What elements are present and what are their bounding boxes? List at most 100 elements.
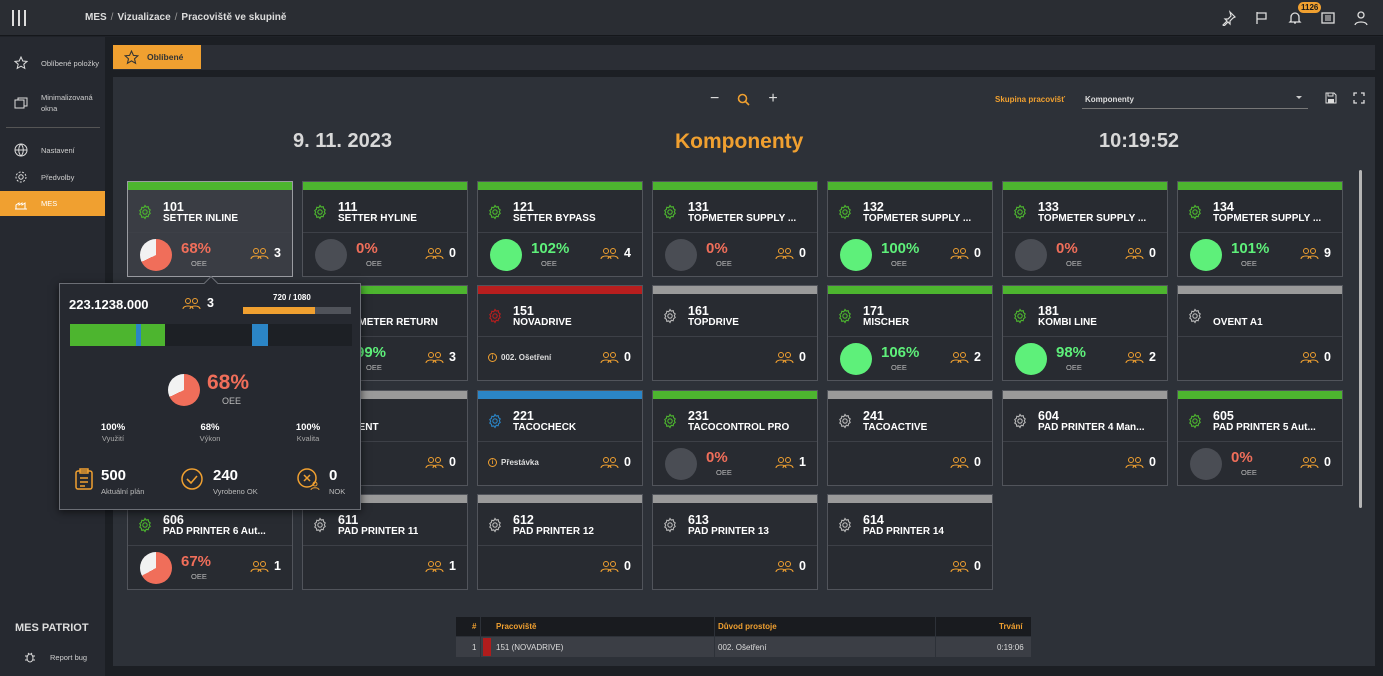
counter-nok: 0 NOK <box>296 467 356 499</box>
breadcrumb-item[interactable]: MES <box>85 12 107 23</box>
people-count: 0 <box>1324 350 1331 364</box>
report-bug-button[interactable]: Report bug <box>0 649 105 665</box>
order-number: 223.1238.000 <box>69 297 149 312</box>
workplace-card[interactable]: OVENT A1 0 <box>1177 285 1343 381</box>
workplace-card[interactable]: 151 NOVADRIVE i 002. Ošetření 0 <box>477 285 643 381</box>
oee-label: OEE <box>716 468 732 477</box>
workplace-name: PAD PRINTER 14 <box>863 526 944 537</box>
workplace-card[interactable]: 181 KOMBI LINE 98% OEE 2 <box>1002 285 1168 381</box>
sidebar-item-settings[interactable]: Nastavení <box>0 141 105 159</box>
oee-value: 68% <box>181 240 212 257</box>
save-icon[interactable] <box>1325 92 1337 104</box>
menu-icon[interactable] <box>12 10 30 26</box>
sidebar-item-minimized[interactable]: Minimalizovaná okna <box>0 87 105 119</box>
workplace-card[interactable]: 131 TOPMETER SUPPLY ... 0% OEE 0 <box>652 181 818 277</box>
workplace-card[interactable]: 614 PAD PRINTER 14 0 <box>827 494 993 590</box>
oee-indicator <box>315 239 347 271</box>
oee-value: 102% <box>531 240 570 257</box>
workplace-card[interactable]: 101 SETTER INLINE 68% OEE 3 <box>127 181 293 277</box>
people-icon <box>600 456 619 469</box>
zoom-out-icon[interactable]: − <box>710 90 720 107</box>
table-header: # Pracoviště Důvod prostoje Trvání <box>456 617 1031 636</box>
status-bar <box>128 182 292 190</box>
gear-icon <box>837 517 853 533</box>
people-count: 2 <box>974 350 981 364</box>
workplace-number: 614 <box>863 513 884 527</box>
people-icon <box>775 351 794 364</box>
breadcrumb-item[interactable]: Vizualizace <box>117 12 171 23</box>
people-icon <box>182 298 201 310</box>
workplace-card[interactable]: 605 PAD PRINTER 5 Aut... 0% OEE 0 <box>1177 390 1343 486</box>
gear-icon <box>662 413 678 429</box>
downtime-table: # Pracoviště Důvod prostoje Trvání 1 151… <box>456 617 1031 658</box>
workplace-card[interactable]: 171 MISCHER 106% OEE 2 <box>827 285 993 381</box>
workplace-name: TOPMETER SUPPLY ... <box>1213 213 1322 224</box>
status-bar <box>1003 391 1167 399</box>
gear-icon <box>837 308 853 324</box>
workplace-card[interactable]: 611 PAD PRINTER 11 1 <box>302 494 468 590</box>
timeline-segment <box>252 324 268 346</box>
flag-icon[interactable] <box>1254 10 1270 26</box>
oee-label: OEE <box>191 572 207 581</box>
gear-icon <box>662 204 678 220</box>
group-select[interactable]: Komponenty <box>1082 90 1308 109</box>
workplace-card[interactable]: 606 PAD PRINTER 6 Aut... 67% OEE 1 <box>127 494 293 590</box>
workplace-card[interactable]: 612 PAD PRINTER 12 0 <box>477 494 643 590</box>
oee-label: OEE <box>222 396 242 406</box>
status-bar <box>1178 286 1342 294</box>
people-count: 0 <box>799 559 806 573</box>
workplace-card[interactable]: 111 SETTER HYLINE 0% OEE 0 <box>302 181 468 277</box>
fullscreen-icon[interactable] <box>1353 92 1365 104</box>
workplace-number: 171 <box>863 304 884 318</box>
workplace-number: 134 <box>1213 200 1234 214</box>
people-count: 0 <box>449 246 456 260</box>
people-icon <box>950 351 969 364</box>
workplace-name: PAD PRINTER 6 Aut... <box>163 526 266 537</box>
workplace-card[interactable]: 132 TOPMETER SUPPLY ... 100% OEE 0 <box>827 181 993 277</box>
oee-value: 100% <box>881 240 920 257</box>
oee-label: OEE <box>716 259 732 268</box>
people-icon <box>425 351 444 364</box>
workplace-card[interactable]: 134 TOPMETER SUPPLY ... 101% OEE 9 <box>1177 181 1343 277</box>
workplace-name: PAD PRINTER 5 Aut... <box>1213 422 1316 433</box>
sidebar-item-label: Oblíbené položky <box>41 58 99 68</box>
bell-icon[interactable] <box>1287 10 1303 26</box>
oee-indicator <box>140 239 172 271</box>
people-count: 0 <box>799 246 806 260</box>
oee-indicator <box>665 239 697 271</box>
workplace-card[interactable]: 133 TOPMETER SUPPLY ... 0% OEE 0 <box>1002 181 1168 277</box>
zoom-in-icon[interactable]: + <box>768 90 778 107</box>
workplace-number: 612 <box>513 513 534 527</box>
sidebar-item-mes[interactable]: MES <box>0 191 105 216</box>
workplace-name: PAD PRINTER 11 <box>338 526 419 537</box>
workplace-card[interactable]: 613 PAD PRINTER 13 0 <box>652 494 818 590</box>
status-bar <box>1003 286 1167 294</box>
status-bar <box>303 182 467 190</box>
table-row[interactable]: 1 151 (NOVADRIVE) 002. Ošetření 0:19:06 <box>456 637 1031 657</box>
scrollbar[interactable] <box>1359 170 1362 508</box>
workplace-card[interactable]: 231 TACOCONTROL PRO 0% OEE 1 <box>652 390 818 486</box>
pin-icon[interactable] <box>1221 10 1237 27</box>
sidebar-item-preferences[interactable]: Předvolby <box>0 168 105 186</box>
tab-favorites[interactable]: Oblíbené <box>113 45 201 69</box>
workplace-card[interactable]: 161 TOPDRIVE 0 <box>652 285 818 381</box>
status-bar <box>478 391 642 399</box>
group-select-value: Komponenty <box>1085 95 1134 104</box>
workplace-card[interactable]: 241 TACOACTIVE 0 <box>827 390 993 486</box>
people-icon <box>950 456 969 469</box>
inbox-icon[interactable] <box>1320 10 1336 26</box>
oee-indicator <box>840 343 872 375</box>
gear-icon <box>137 517 153 533</box>
workplace-name: TACOACTIVE <box>863 422 928 433</box>
people-count: 0 <box>974 559 981 573</box>
progress-bar <box>243 307 351 314</box>
workplace-card[interactable]: 121 SETTER BYPASS 102% OEE 4 <box>477 181 643 277</box>
workplace-card[interactable]: 604 PAD PRINTER 4 Man... 0 <box>1002 390 1168 486</box>
search-icon[interactable] <box>737 93 750 106</box>
oee-pie <box>168 374 200 406</box>
user-icon[interactable] <box>1353 10 1369 26</box>
sidebar-item-favorites[interactable]: Oblíbené položky <box>0 47 105 79</box>
workplace-number: 101 <box>163 200 184 214</box>
workplace-card[interactable]: 221 TACOCHECK i Přestávka 0 <box>477 390 643 486</box>
gear-icon <box>1012 204 1028 220</box>
